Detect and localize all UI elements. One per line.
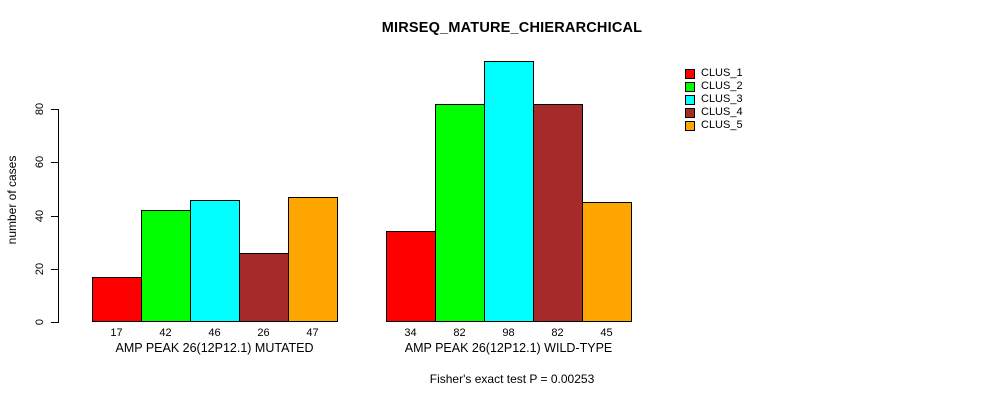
y-axis-tick: [51, 322, 58, 323]
bar: [92, 277, 142, 322]
category-label: AMP PEAK 26(12P12.1) MUTATED: [115, 341, 314, 355]
legend-item: CLUS_1: [685, 67, 743, 80]
legend-label: CLUS_2: [701, 80, 743, 92]
bar: [435, 104, 485, 322]
bar-value-label: 47: [306, 327, 319, 339]
y-axis-tick-label-text: 0: [34, 318, 46, 326]
legend-item: CLUS_3: [685, 93, 743, 106]
legend-label: CLUS_4: [701, 106, 743, 118]
bar-value-label: 45: [600, 327, 613, 339]
legend-label: CLUS_3: [701, 93, 743, 105]
y-axis-tick: [51, 162, 58, 163]
legend-item: CLUS_4: [685, 106, 743, 119]
bar: [386, 231, 436, 322]
bar-value-label: 42: [159, 327, 172, 339]
category-label: AMP PEAK 26(12P12.1) WILD-TYPE: [404, 341, 613, 355]
y-axis-tick: [51, 216, 58, 217]
bar-value-label: 26: [257, 327, 270, 339]
y-axis-tick: [51, 269, 58, 270]
legend-item: CLUS_5: [685, 119, 743, 132]
y-axis-tick-label-text: 60: [34, 155, 46, 169]
legend-label: CLUS_5: [701, 119, 743, 131]
y-axis-tick-label-text: 20: [34, 262, 46, 276]
legend-label: CLUS_1: [701, 67, 743, 79]
bar: [239, 253, 289, 322]
legend-swatch: [685, 81, 695, 92]
bar: [288, 197, 338, 322]
y-axis-line: [58, 109, 59, 323]
bar-value-label: 98: [502, 327, 515, 339]
legend-item: CLUS_2: [685, 80, 743, 93]
legend-swatch: [685, 120, 695, 131]
legend-swatch: [685, 107, 695, 118]
y-axis-tick-label-text: 40: [34, 209, 46, 223]
bar: [484, 61, 534, 322]
bar-value-label: 82: [551, 327, 564, 339]
legend: CLUS_1 CLUS_2 CLUS_3 CLUS_4 CLUS_5: [685, 67, 743, 132]
bar: [582, 202, 632, 322]
bar: [141, 210, 191, 322]
legend-swatch: [685, 68, 695, 79]
bar-value-label: 34: [404, 327, 417, 339]
chart-title: MIRSEQ_MATURE_CHIERARCHICAL: [381, 20, 643, 36]
bar-value-label: 17: [110, 327, 123, 339]
bar-value-label: 82: [453, 327, 466, 339]
annotation-text: Fisher's exact test P = 0.00253: [429, 372, 595, 386]
y-axis-tick-label-text: 80: [34, 102, 46, 116]
bar: [533, 104, 583, 322]
bar-value-label: 46: [208, 327, 221, 339]
y-axis-tick: [51, 109, 58, 110]
bar: [190, 200, 240, 322]
legend-swatch: [685, 94, 695, 105]
